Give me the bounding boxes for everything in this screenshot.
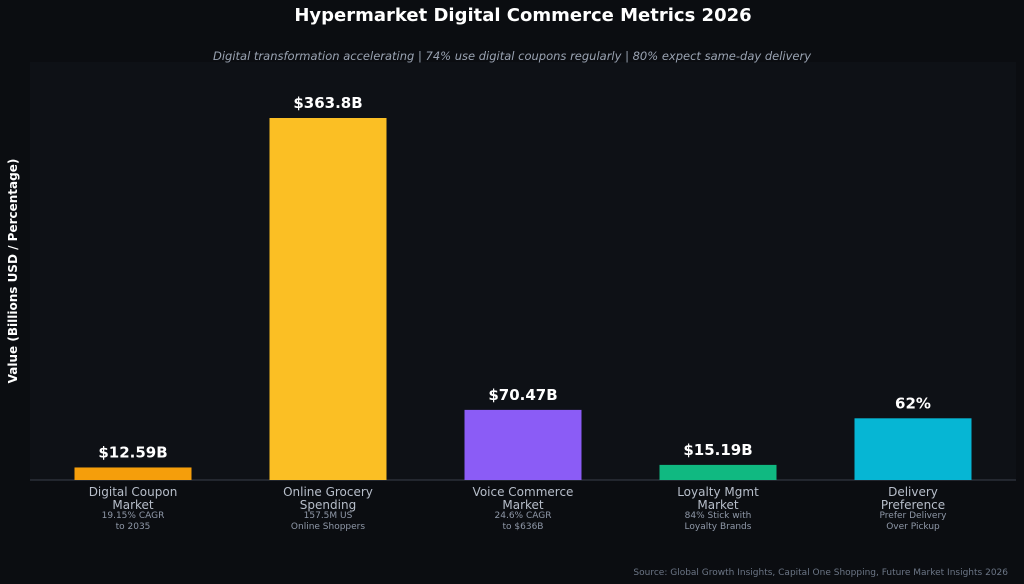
source-note: Source: Global Growth Insights, Capital …	[633, 568, 1008, 578]
bar-4	[854, 418, 972, 480]
category-label-3-line-1: Market	[697, 498, 739, 512]
bar-0	[74, 467, 192, 480]
y-axis-label: Value (Billions USD / Percentage)	[6, 159, 20, 384]
category-note-3-line-0: 84% Stick with	[685, 511, 752, 521]
category-label-0-line-0: Digital Coupon	[89, 485, 178, 499]
bar-value-label-3: $15.19B	[683, 441, 752, 459]
category-label-0-line-1: Market	[112, 498, 154, 512]
bar-1	[269, 118, 387, 480]
bar-value-label-4: 62%	[895, 394, 931, 412]
category-note-2-line-1: to $636B	[503, 522, 544, 532]
category-label-2-line-1: Market	[502, 498, 544, 512]
category-label-2-line-0: Voice Commerce	[473, 485, 574, 499]
category-note-0-line-0: 19.15% CAGR	[102, 511, 165, 521]
category-note-4-line-1: Over Pickup	[886, 522, 940, 532]
category-label-4-line-0: Delivery	[888, 485, 938, 499]
category-note-2-line-0: 24.6% CAGR	[495, 511, 552, 521]
category-label-1-line-0: Online Grocery	[283, 485, 373, 499]
bar-value-label-1: $363.8B	[293, 94, 362, 112]
bar-2	[464, 409, 582, 480]
category-note-4-line-0: Prefer Delivery	[880, 511, 948, 521]
bar-value-label-0: $12.59B	[98, 443, 167, 461]
category-label-1-line-1: Spending	[300, 498, 356, 512]
bar-value-label-2: $70.47B	[488, 386, 557, 404]
category-note-1-line-1: Online Shoppers	[291, 522, 365, 532]
bar-3	[659, 464, 777, 480]
category-note-0-line-1: to 2035	[116, 522, 151, 532]
chart-title: Hypermarket Digital Commerce Metrics 202…	[294, 5, 751, 26]
category-label-3-line-0: Loyalty Mgmt	[677, 485, 759, 499]
category-label-4-line-1: Preference	[881, 498, 945, 512]
category-note-1-line-0: 157.5M US	[304, 511, 353, 521]
chart-subtitle: Digital transformation accelerating | 74…	[213, 49, 811, 63]
category-note-3-line-1: Loyalty Brands	[685, 522, 752, 532]
